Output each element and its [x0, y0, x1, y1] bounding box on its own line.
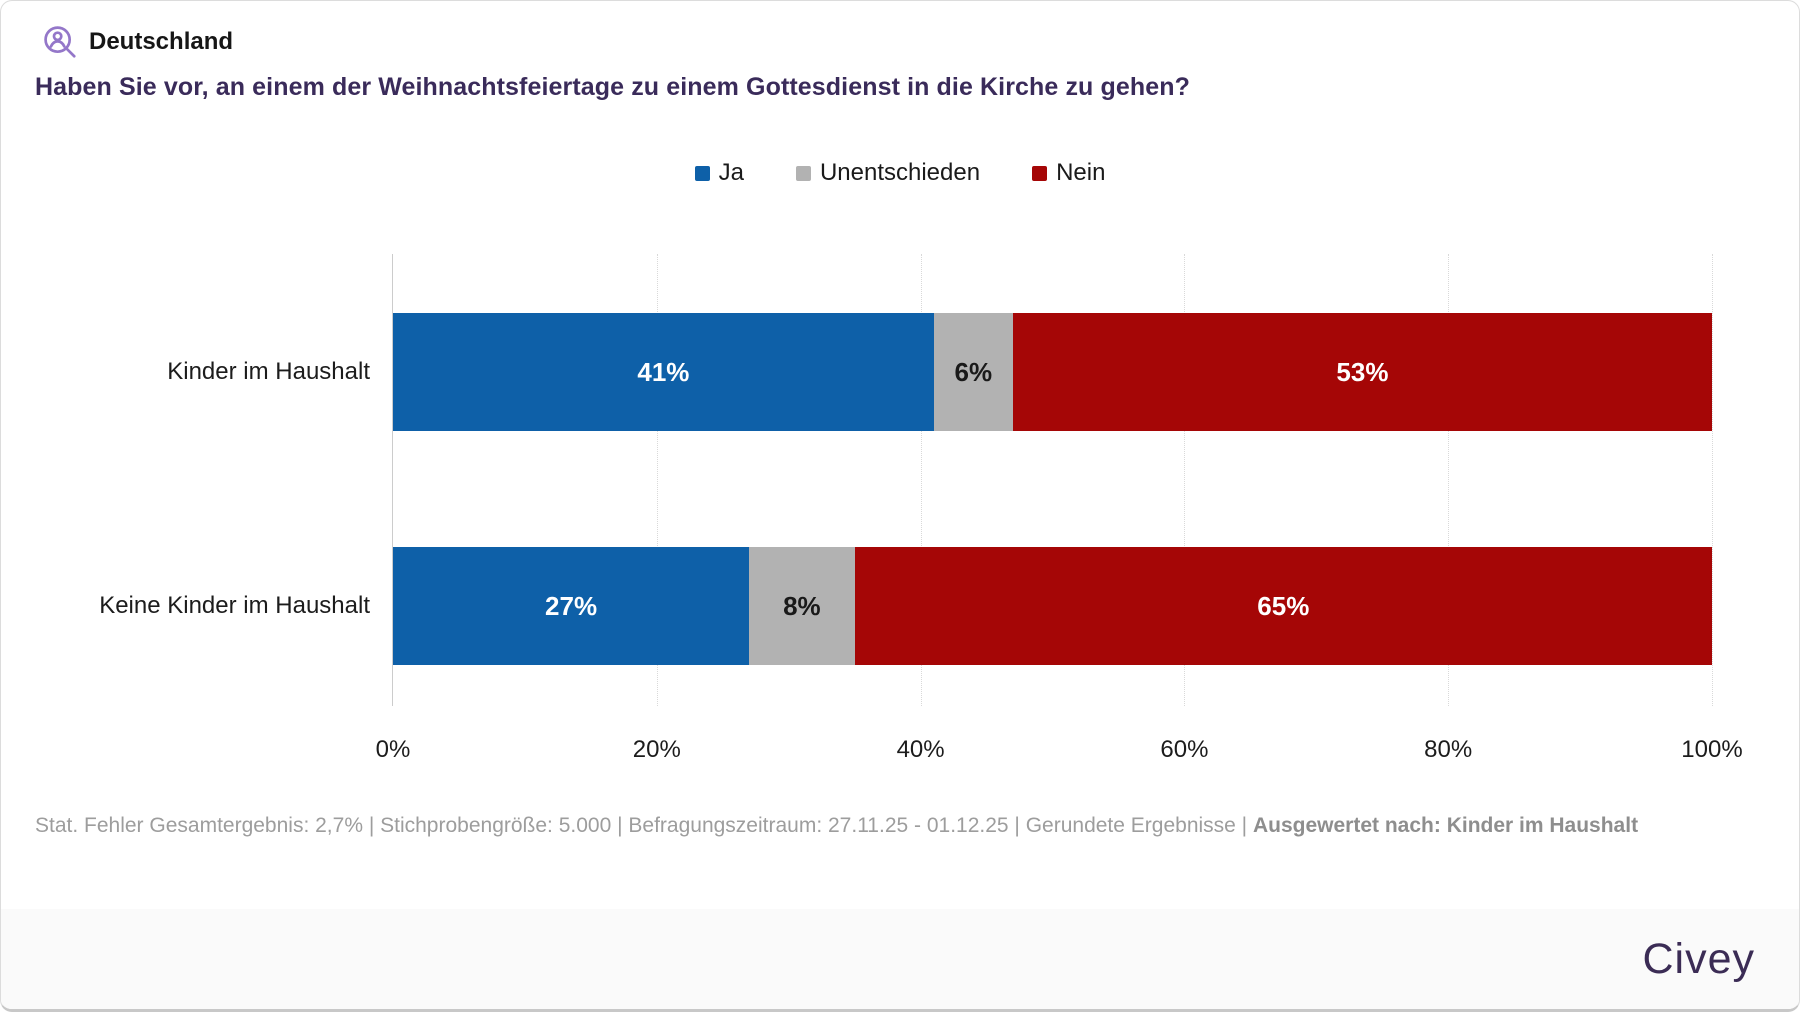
gridline-100	[1712, 254, 1713, 706]
bar-segment-unentschieden: 6%	[933, 313, 1013, 431]
bar-segment-ja: 41%	[393, 313, 934, 431]
x-tick-100: 100%	[1681, 736, 1743, 763]
x-tick-20: 20%	[632, 736, 681, 763]
segment-value: 65%	[1257, 590, 1310, 621]
disclaimer-bold: Ausgewertet nach: Kinder im Haushalt	[1252, 814, 1639, 837]
legend-label: Nein	[1056, 159, 1106, 186]
civey-logo: Civey	[1642, 934, 1755, 983]
category-label-keine-kinder: Keine Kinder im Haushalt	[99, 592, 370, 619]
x-tick-0: 0%	[375, 736, 411, 763]
ja-swatch-icon	[694, 165, 710, 181]
gridline-60	[1184, 254, 1186, 706]
bar-segment-ja: 27%	[393, 547, 750, 665]
gridline-40	[920, 254, 922, 706]
segment-value: 53%	[1336, 356, 1389, 387]
disclaimer-regular: Stat. Fehler Gesamtergebnis: 2,7% | Stic…	[35, 814, 1253, 837]
bar-segment-nein: 65%	[854, 547, 1712, 665]
segment-value: 6%	[954, 356, 993, 387]
unentschieden-swatch-icon	[795, 165, 811, 181]
bar-kinder-im-haushalt: 41% 6% 53%	[393, 313, 1712, 431]
bar-keine-kinder-im-haushalt: 27% 8% 65%	[393, 547, 1712, 665]
legend-item-ja: Ja	[694, 159, 744, 187]
nein-swatch-icon	[1032, 165, 1048, 181]
legend-item-unentschieden: Unentschieden	[795, 159, 981, 187]
bar-segment-nein: 53%	[1012, 313, 1712, 431]
legend-item-nein: Nein	[1032, 159, 1105, 187]
bar-segment-unentschieden: 8%	[749, 547, 855, 665]
header: Deutschland	[41, 23, 233, 61]
x-tick-40: 40%	[896, 736, 945, 763]
legend: Ja Unentschieden Nein	[1, 159, 1799, 187]
region-label: Deutschland	[89, 28, 234, 55]
x-tick-60: 60%	[1160, 736, 1209, 763]
legend-label: Ja	[718, 159, 744, 186]
x-tick-80: 80%	[1424, 736, 1473, 763]
gridline-20	[656, 254, 658, 706]
footer-strip: Civey	[1, 909, 1799, 1009]
category-label-kinder: Kinder im Haushalt	[167, 358, 370, 385]
legend-label: Unentschieden	[819, 159, 981, 186]
person-search-icon	[44, 26, 76, 58]
segment-value: 8%	[783, 590, 821, 621]
disclaimer-text: Stat. Fehler Gesamtergebnis: 2,7% | Stic…	[35, 807, 1725, 844]
segment-value: 27%	[545, 590, 598, 621]
gridline-80	[1448, 254, 1450, 706]
poll-question: Haben Sie vor, an einem der Weihnachtsfe…	[35, 73, 1190, 101]
chart-plot-area: 41% 6% 53% 27% 8% 65% 0% 20% 40% 60% 80%…	[376, 254, 1743, 763]
segment-value: 41%	[637, 356, 690, 387]
